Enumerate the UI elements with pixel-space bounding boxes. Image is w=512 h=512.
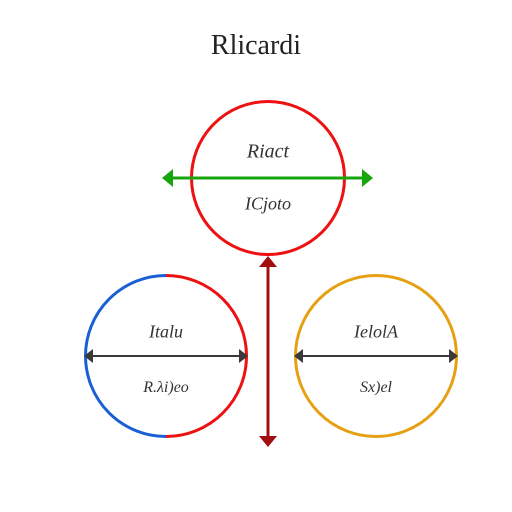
label-top-upper: Riact <box>247 141 289 164</box>
label-top-lower: ICjoto <box>245 194 291 215</box>
label-left-lower: R.λi)eo <box>143 379 189 397</box>
label-right-upper: IelolA <box>354 322 398 343</box>
label-right-lower: Sx)el <box>360 379 392 397</box>
diagram-stage: Rlicardi Riact ICjoto Italu R.λi)eo Ielo… <box>0 0 512 512</box>
page-title: Rlicardi <box>0 30 512 62</box>
label-left-upper: Italu <box>149 322 183 343</box>
